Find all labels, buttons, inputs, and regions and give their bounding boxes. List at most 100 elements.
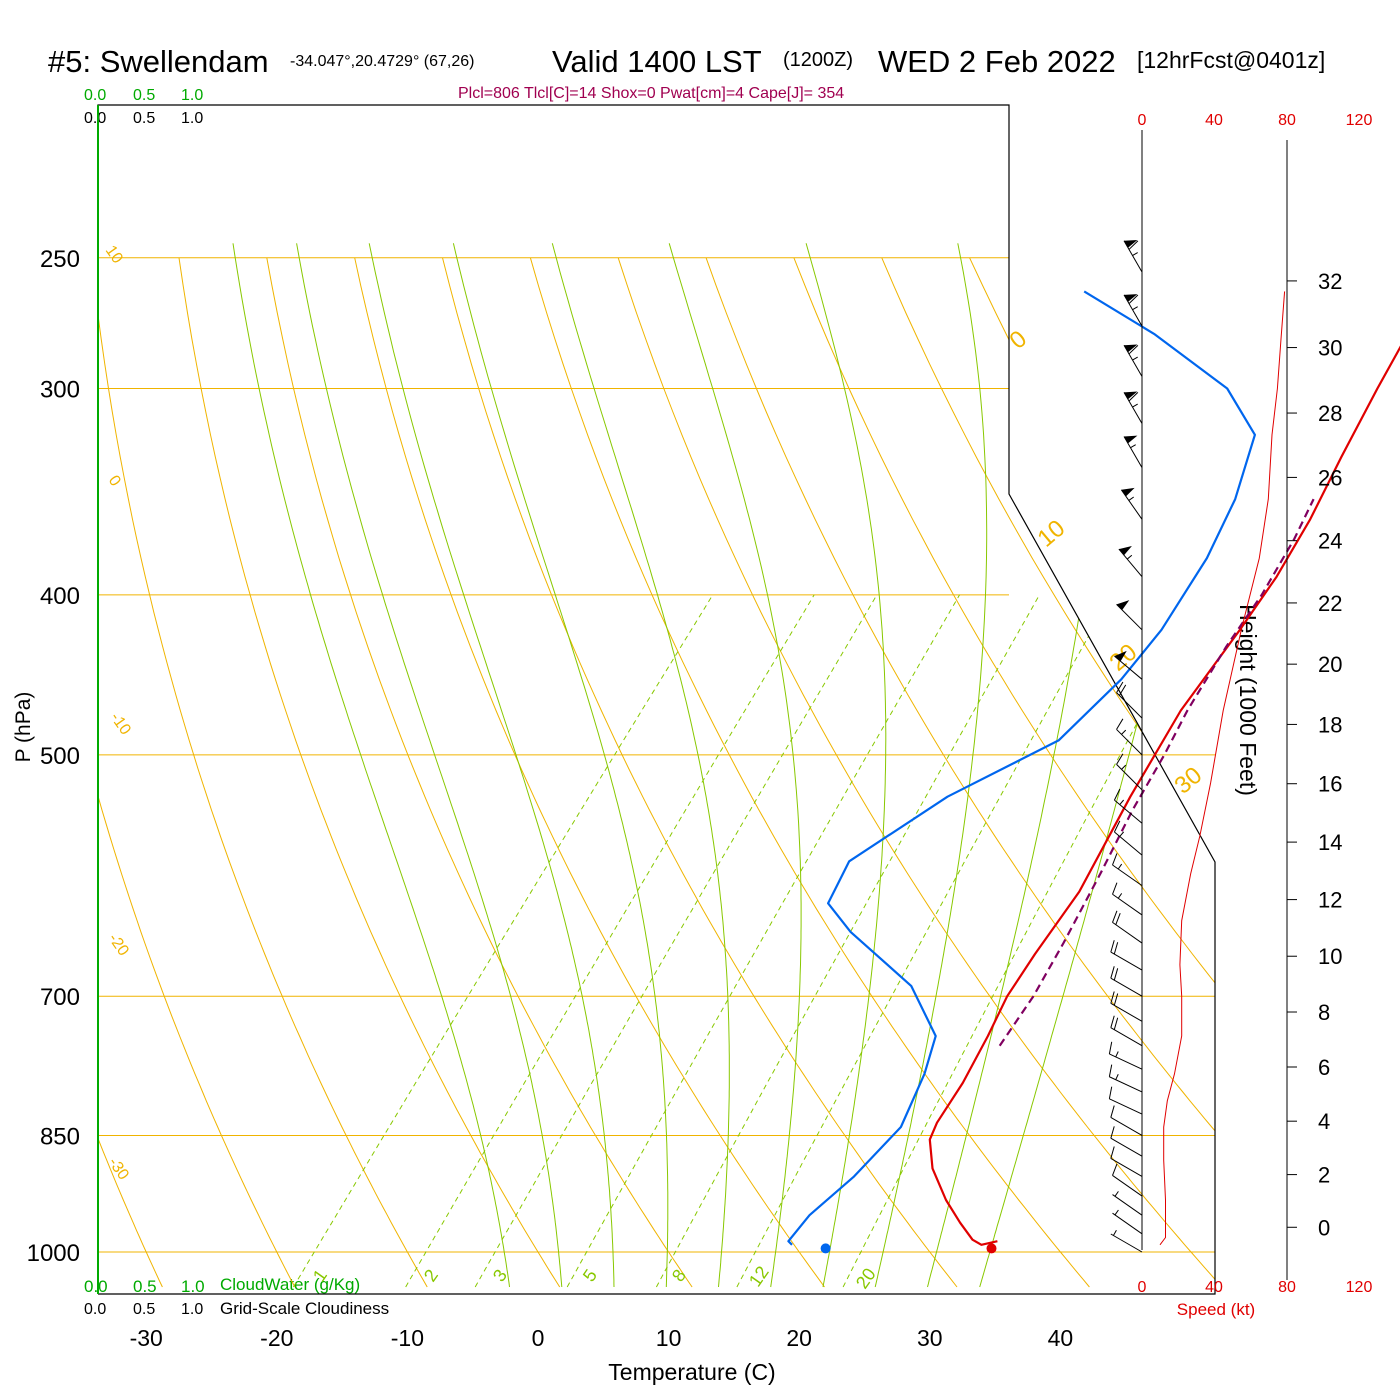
height-tick-label: 4 bbox=[1318, 1109, 1330, 1134]
x-tick-label: 20 bbox=[786, 1325, 812, 1351]
moist-adiabat-16 bbox=[551, 243, 730, 1288]
forecast-label: [12hrFcst@0401z] bbox=[1137, 47, 1325, 73]
parcel-line bbox=[998, 498, 1315, 1047]
speed-tick-bottom: 40 bbox=[1205, 1279, 1223, 1296]
wind-barb bbox=[1113, 820, 1143, 856]
cloud-bottom-green-2: 1.0 bbox=[181, 1277, 205, 1296]
wind-barb bbox=[1112, 853, 1143, 887]
y-tick-label: 850 bbox=[40, 1123, 80, 1150]
wind-barb-staff bbox=[1112, 1212, 1143, 1235]
wind-barb bbox=[1108, 1064, 1143, 1093]
wind-barb bbox=[1112, 1191, 1143, 1216]
wind-barb-flag bbox=[1110, 991, 1115, 1004]
height-tick-label: 8 bbox=[1318, 1000, 1330, 1025]
dry-adiabat-80 bbox=[881, 257, 1215, 1288]
wind-barb bbox=[1110, 1015, 1143, 1047]
wind-barb-flag bbox=[1108, 1041, 1113, 1055]
wind-barb-flag bbox=[1110, 966, 1115, 979]
plot-frame bbox=[97, 104, 1216, 1295]
cloud-top-black-1: 0.5 bbox=[133, 110, 155, 127]
moist-adiabat-32 bbox=[927, 243, 1109, 1288]
y-tick-label: 300 bbox=[40, 377, 80, 404]
wind-barb-staff bbox=[1110, 1137, 1143, 1157]
wind-barb-staff bbox=[1112, 1175, 1143, 1197]
speed-tick-top: 120 bbox=[1346, 112, 1373, 129]
wind-barb-flag bbox=[1110, 940, 1115, 953]
station-title: #5: Swellendam bbox=[48, 44, 269, 79]
wind-barb-staff bbox=[1110, 1117, 1143, 1136]
wind-barb-flag bbox=[1112, 853, 1118, 866]
wind-barb-staff bbox=[1123, 436, 1143, 468]
wind-barb-flag bbox=[1113, 820, 1121, 833]
wind-barb bbox=[1110, 940, 1143, 971]
cloud-top-green-0: 0.0 bbox=[84, 87, 106, 104]
cloud-top-green-2: 1.0 bbox=[181, 87, 203, 104]
y-axis-title: P (hPa) bbox=[12, 692, 35, 763]
wind-barb-flag bbox=[1108, 1086, 1113, 1099]
wind-barb-staff bbox=[1116, 764, 1143, 791]
wind-barb bbox=[1116, 753, 1143, 791]
mixing-ratio-3 bbox=[474, 594, 878, 1288]
wind-barb-staff bbox=[1110, 951, 1143, 971]
dry-adiabat-30 bbox=[442, 257, 958, 1288]
wind-barb-pennant bbox=[1118, 545, 1132, 556]
wind-barb bbox=[1123, 435, 1143, 468]
cloud-scale-top: 0.0 0.5 1.0 0.0 0.5 1.0 bbox=[84, 87, 203, 127]
isobars bbox=[98, 257, 1215, 1253]
dry-adiabat--30 bbox=[98, 257, 163, 1288]
moist-adiabat-24 bbox=[805, 243, 887, 1288]
dry-adiabat-50 bbox=[617, 257, 1215, 1288]
x-tick-label: 0 bbox=[532, 1325, 545, 1351]
valid-time: Valid 1400 LST bbox=[552, 44, 762, 79]
y-tick-label: 700 bbox=[40, 984, 80, 1011]
moist-adiabat-label: 20 bbox=[1105, 639, 1143, 677]
dry-adiabat--20 bbox=[98, 257, 296, 1288]
moist-adiabat-8 bbox=[368, 243, 615, 1288]
speed-axis-title: Speed (kt) bbox=[1177, 1300, 1255, 1319]
height-tick-label: 32 bbox=[1318, 269, 1342, 294]
wind-barb-half bbox=[1119, 799, 1125, 805]
wind-barb bbox=[1123, 239, 1143, 273]
mixing-ratio-label: 5 bbox=[579, 1266, 601, 1286]
cloud-bottom-green-0: 0.0 bbox=[84, 1277, 108, 1296]
height-tick-label: 10 bbox=[1318, 944, 1342, 969]
wind-barb bbox=[1120, 487, 1143, 520]
wind-barb-flag bbox=[1118, 684, 1127, 696]
valid-date: WED 2 Feb 2022 bbox=[878, 44, 1116, 79]
wind-barb-pennant bbox=[1121, 487, 1135, 497]
wind-barb-staff bbox=[1110, 1158, 1143, 1177]
x-axis-title: Temperature (C) bbox=[608, 1359, 775, 1385]
x-tick-label: 10 bbox=[656, 1325, 682, 1351]
wind-barb bbox=[1123, 294, 1143, 327]
wind-barb-flag bbox=[1108, 1064, 1113, 1077]
wind-barb-staff bbox=[1116, 692, 1143, 719]
dry-adiabat-100 bbox=[1057, 257, 1215, 1288]
wind-barb bbox=[1112, 882, 1143, 916]
wind-barb-half bbox=[1115, 1074, 1119, 1080]
moist-adiabat-36 bbox=[979, 243, 1215, 1288]
cloud-top-black-0: 0.0 bbox=[84, 110, 106, 127]
speed-tick-top: 40 bbox=[1205, 112, 1223, 129]
moist-adiabat-20 bbox=[668, 243, 802, 1288]
wind-barb-flag bbox=[1113, 788, 1121, 801]
wind-barb-half bbox=[1117, 893, 1123, 899]
wind-barb-flag bbox=[1110, 1126, 1115, 1139]
x-tick-label: -10 bbox=[391, 1325, 424, 1351]
wind-barb-pennant bbox=[1124, 435, 1138, 444]
wind-barb-flag bbox=[1128, 240, 1139, 250]
dry-adiabat-label: 0 bbox=[105, 473, 124, 490]
height-tick-label: 26 bbox=[1318, 465, 1342, 490]
moist-adiabat-4 bbox=[296, 243, 563, 1288]
wind-barb bbox=[1112, 1209, 1143, 1235]
wind-barb-staff bbox=[1109, 1098, 1143, 1115]
wind-barb-staff bbox=[1114, 799, 1143, 824]
wind-barb-flag bbox=[1110, 1015, 1115, 1028]
height-tick-label: 2 bbox=[1318, 1163, 1330, 1188]
speed-tick-bottom: 0 bbox=[1138, 1279, 1147, 1296]
wind-barb-half bbox=[1119, 831, 1125, 837]
sounding-series bbox=[787, 290, 1400, 1254]
y-tick-label: 250 bbox=[40, 246, 80, 273]
wind-barb-staff bbox=[1116, 729, 1143, 756]
wind-barb-staff bbox=[1114, 831, 1143, 856]
